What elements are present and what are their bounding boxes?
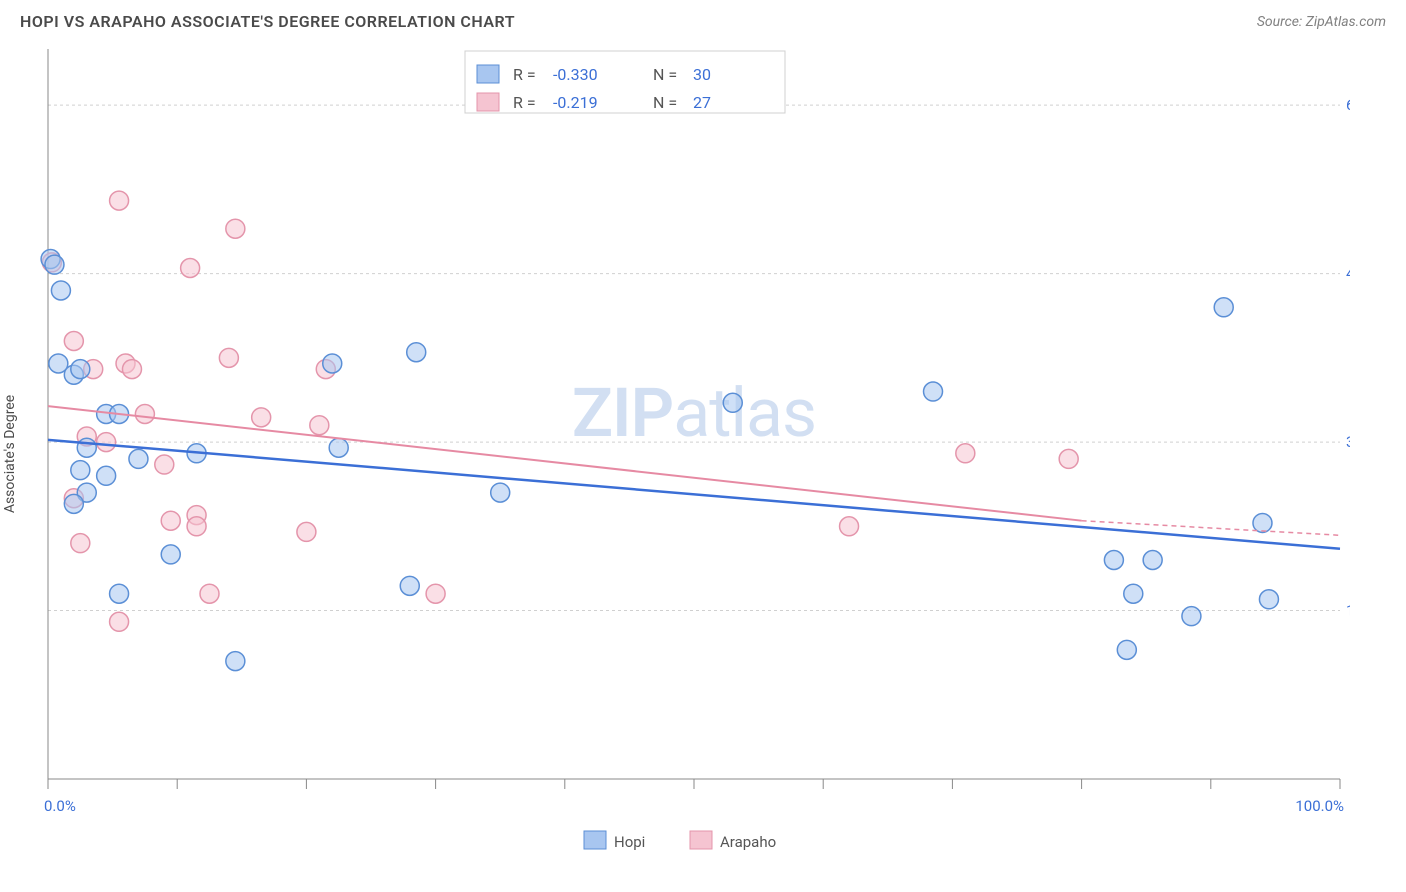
stats-r-value: -0.219	[553, 93, 598, 112]
data-point	[71, 360, 90, 379]
watermark: ZIPatlas	[572, 373, 816, 453]
data-point	[400, 576, 419, 595]
data-point	[1059, 449, 1078, 468]
data-point	[64, 332, 83, 351]
stats-r-label: R =	[513, 65, 536, 84]
legend-swatch	[477, 93, 499, 111]
data-point	[51, 281, 70, 300]
stats-n-label: N =	[653, 65, 677, 84]
data-point	[329, 438, 348, 457]
data-point	[1143, 551, 1162, 570]
stats-n-value: 27	[693, 93, 711, 112]
data-point	[97, 466, 116, 485]
data-point	[1182, 607, 1201, 626]
data-point	[226, 219, 245, 238]
data-point	[110, 612, 129, 631]
data-point	[226, 652, 245, 671]
data-point	[161, 545, 180, 564]
trend-line-hopi	[48, 440, 1340, 549]
data-point	[1259, 590, 1278, 609]
data-point	[723, 393, 742, 412]
data-point	[181, 259, 200, 278]
data-point	[135, 405, 154, 424]
data-point	[129, 449, 148, 468]
x-tick-label-right: 100.0%	[1295, 797, 1344, 815]
trend-line-arapaho-extrap	[1082, 521, 1340, 536]
data-point	[1104, 551, 1123, 570]
trend-line-arapaho	[48, 406, 1082, 521]
data-point	[71, 534, 90, 553]
data-point	[219, 348, 238, 367]
legend-label: Hopi	[614, 833, 645, 851]
data-point	[252, 408, 271, 427]
data-point	[840, 517, 859, 536]
y-tick-label: 15.0%	[1346, 602, 1350, 620]
data-point	[956, 444, 975, 463]
data-point	[1214, 298, 1233, 317]
stats-r-label: R =	[513, 93, 536, 112]
data-point	[491, 483, 510, 502]
y-tick-label: 60.0%	[1346, 96, 1350, 114]
data-point	[71, 461, 90, 480]
correlation-scatter-chart: 15.0% 30.0% 45.0% 60.0% ZIPatlas 0.0% 100.0% R …	[20, 39, 1350, 869]
data-point	[122, 360, 141, 379]
source-attribution: Source: ZipAtlas.com	[1257, 14, 1386, 30]
chart-title: HOPI VS ARAPAHO ASSOCIATE'S DEGREE CORRE…	[20, 12, 515, 31]
data-point	[426, 584, 445, 603]
data-point	[187, 517, 206, 536]
data-point	[97, 433, 116, 452]
y-tick-label: 30.0%	[1346, 433, 1350, 451]
data-point	[110, 584, 129, 603]
stats-r-value: -0.330	[553, 65, 598, 84]
data-point	[45, 255, 64, 274]
data-point	[1124, 584, 1143, 603]
data-point	[200, 584, 219, 603]
x-tick-label-left: 0.0%	[44, 797, 76, 815]
data-point	[77, 438, 96, 457]
legend-swatch	[477, 65, 499, 83]
data-point	[310, 416, 329, 435]
y-axis-label: Associate's Degree	[2, 395, 18, 513]
data-point	[1117, 640, 1136, 659]
stats-n-value: 30	[693, 65, 711, 84]
data-point	[155, 455, 174, 474]
data-point	[323, 354, 342, 373]
data-point	[1253, 513, 1272, 532]
data-point	[110, 191, 129, 210]
data-point	[407, 343, 426, 362]
stats-n-label: N =	[653, 93, 677, 112]
data-point	[64, 494, 83, 513]
y-tick-label: 45.0%	[1346, 265, 1350, 283]
data-point	[161, 511, 180, 530]
data-point	[297, 522, 316, 541]
data-point	[924, 382, 943, 401]
legend-label: Arapaho	[720, 833, 776, 851]
